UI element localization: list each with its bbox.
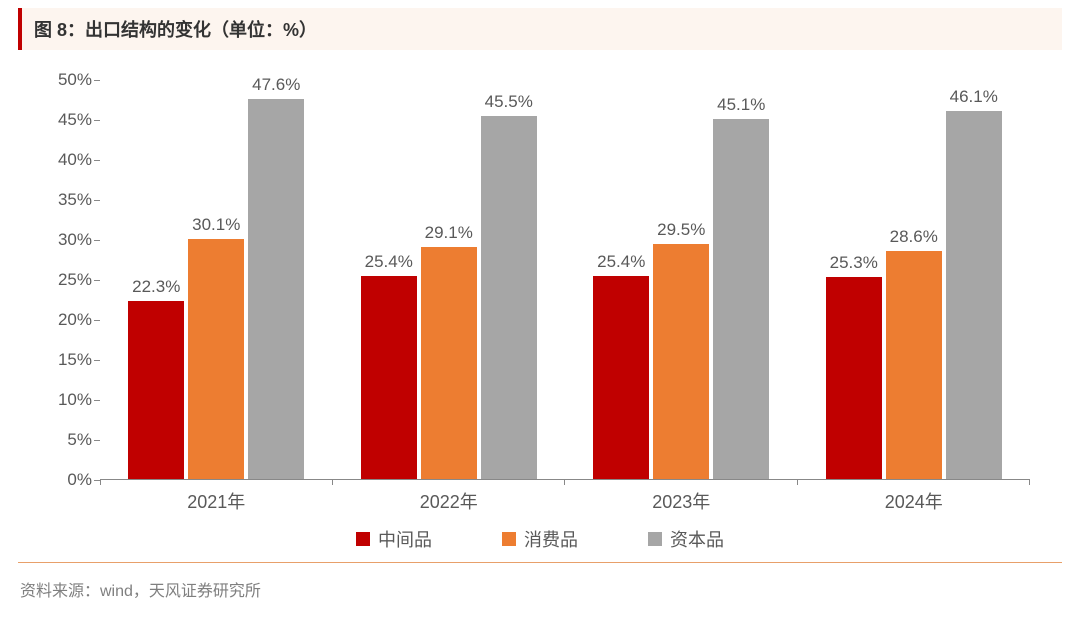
legend-item: 资本品 — [648, 526, 724, 552]
y-tick-label: 10% — [58, 390, 92, 410]
x-category-label: 2021年 — [100, 482, 333, 510]
y-tick-label: 25% — [58, 270, 92, 290]
legend-swatch — [502, 532, 516, 546]
bar: 29.5% — [653, 244, 709, 479]
bar-value-label: 25.4% — [365, 252, 413, 276]
source-text: 资料来源：wind，天风证券研究所 — [20, 583, 261, 600]
y-tick-label: 45% — [58, 110, 92, 130]
legend-swatch — [648, 532, 662, 546]
bar: 45.1% — [713, 119, 769, 479]
bar: 28.6% — [886, 251, 942, 479]
legend-swatch — [356, 532, 370, 546]
bars-container: 22.3%30.1%47.6%25.4%29.1%45.5%25.4%29.5%… — [100, 80, 1030, 479]
bar: 47.6% — [248, 99, 304, 479]
chart-title: 图 8：出口结构的变化（单位：%） — [34, 16, 1050, 42]
y-tick-label: 35% — [58, 190, 92, 210]
x-category-label: 2024年 — [798, 482, 1031, 510]
legend-item: 消费品 — [502, 526, 578, 552]
legend-label: 中间品 — [378, 526, 432, 552]
bar: 25.4% — [361, 276, 417, 479]
bar-group: 25.4%29.1%45.5% — [333, 80, 566, 479]
legend-item: 中间品 — [356, 526, 432, 552]
y-tick-label: 40% — [58, 150, 92, 170]
x-category-label: 2023年 — [565, 482, 798, 510]
bar-group: 25.3%28.6%46.1% — [798, 80, 1031, 479]
bar-value-label: 25.3% — [830, 253, 878, 277]
y-tick-label: 0% — [67, 470, 92, 490]
bar: 45.5% — [481, 116, 537, 479]
chart-header: 图 8：出口结构的变化（单位：%） — [18, 8, 1062, 50]
bar: 30.1% — [188, 239, 244, 479]
bar-group: 22.3%30.1%47.6% — [100, 80, 333, 479]
x-category-label: 2022年 — [333, 482, 566, 510]
bar-value-label: 29.5% — [657, 220, 705, 244]
bar-value-label: 25.4% — [597, 252, 645, 276]
bar-value-label: 30.1% — [192, 215, 240, 239]
chart-footer: 资料来源：wind，天风证券研究所 — [18, 562, 1062, 601]
y-tick-label: 30% — [58, 230, 92, 250]
bar: 29.1% — [421, 247, 477, 479]
plot-region: 22.3%30.1%47.6%25.4%29.1%45.5%25.4%29.5%… — [100, 80, 1030, 480]
bar-value-label: 45.5% — [485, 92, 533, 116]
x-axis-labels: 2021年2022年2023年2024年 — [100, 482, 1030, 510]
y-tick-label: 50% — [58, 70, 92, 90]
bar: 25.4% — [593, 276, 649, 479]
y-tick-label: 20% — [58, 310, 92, 330]
bar: 46.1% — [946, 111, 1002, 479]
y-tick-label: 15% — [58, 350, 92, 370]
bar: 25.3% — [826, 277, 882, 479]
legend: 中间品 消费品 资本品 — [30, 520, 1050, 562]
bar-value-label: 47.6% — [252, 75, 300, 99]
bar: 22.3% — [128, 301, 184, 479]
legend-label: 消费品 — [524, 526, 578, 552]
bar-value-label: 46.1% — [950, 87, 998, 111]
bar-value-label: 29.1% — [425, 223, 473, 247]
bar-value-label: 22.3% — [132, 277, 180, 301]
chart-area: 0%5%10%15%20%25%30%35%40%45%50% 22.3%30.… — [30, 70, 1050, 510]
y-tick-label: 5% — [67, 430, 92, 450]
bar-value-label: 45.1% — [717, 95, 765, 119]
legend-label: 资本品 — [670, 526, 724, 552]
bar-group: 25.4%29.5%45.1% — [565, 80, 798, 479]
bar-value-label: 28.6% — [890, 227, 938, 251]
y-axis: 0%5%10%15%20%25%30%35%40%45%50% — [30, 80, 100, 480]
